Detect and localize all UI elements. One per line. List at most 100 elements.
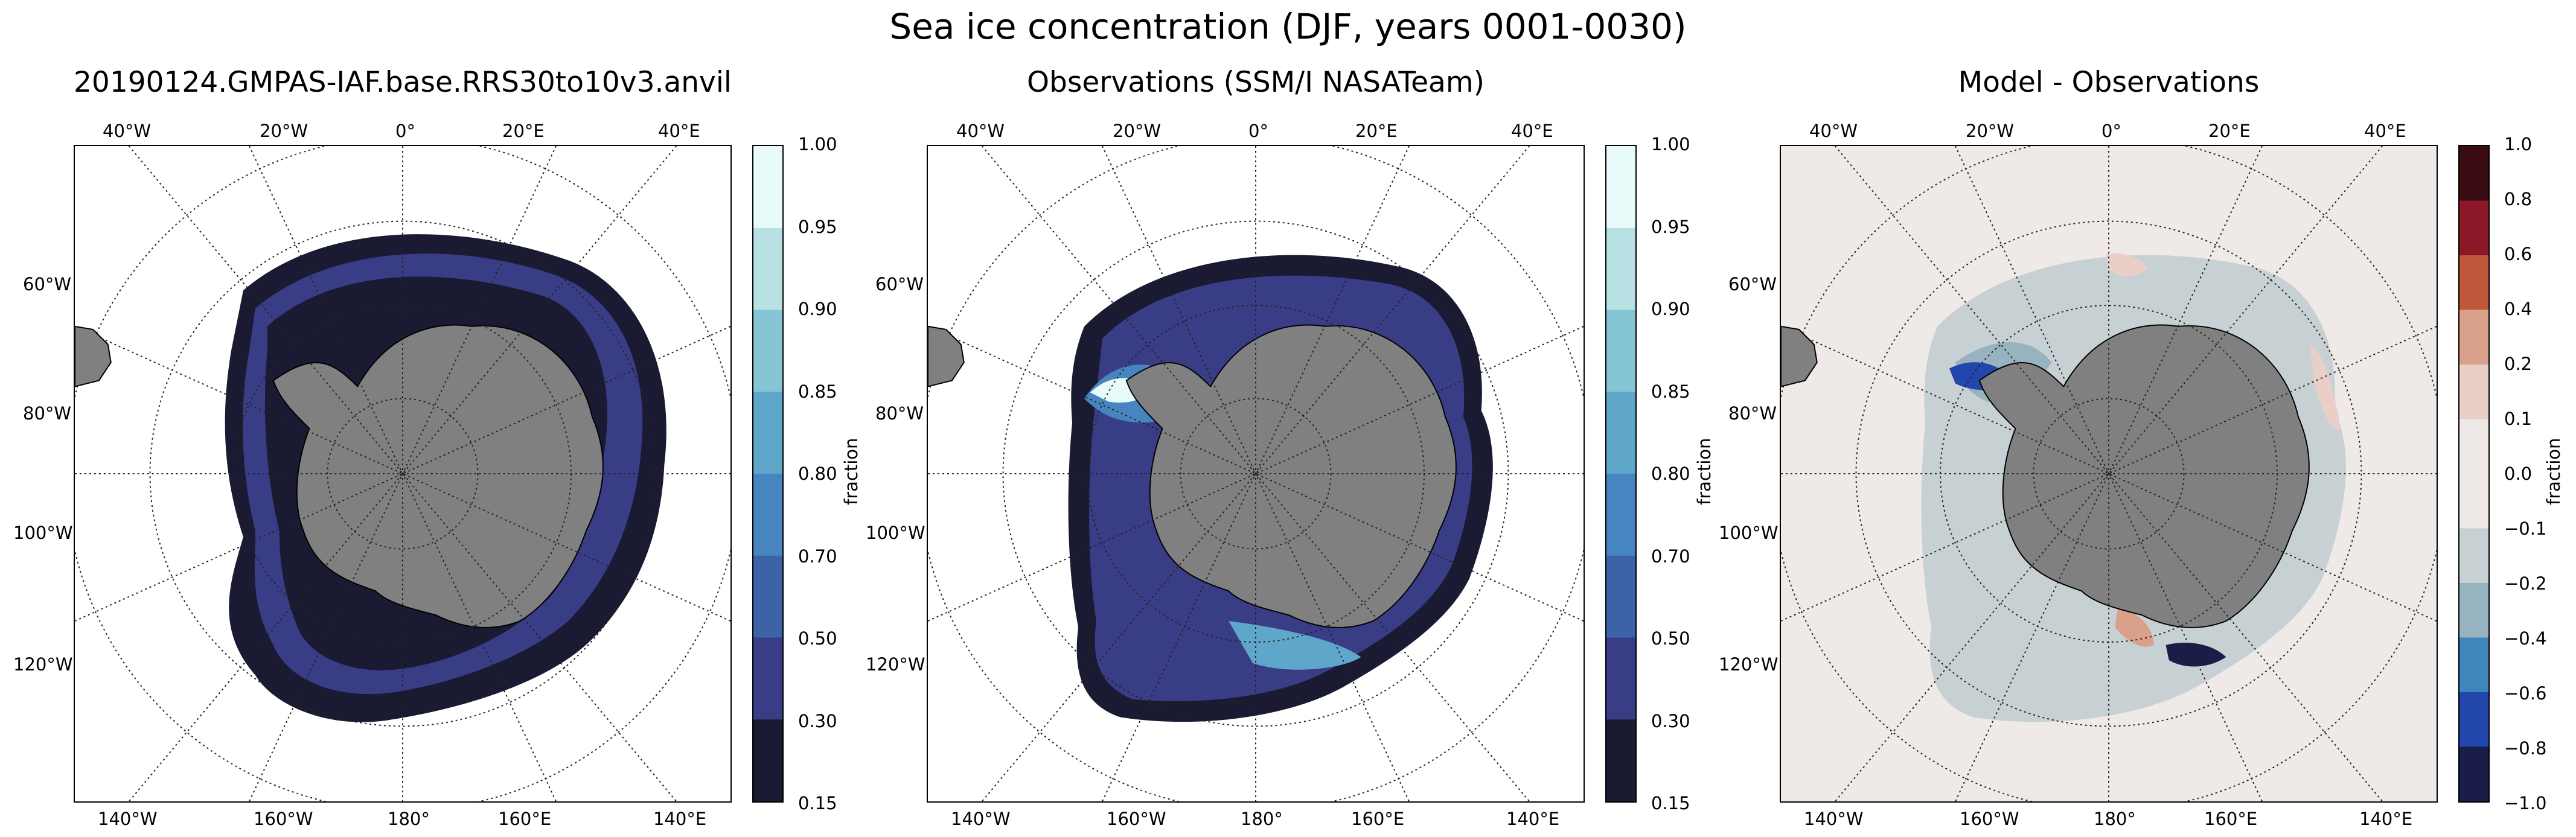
lon-label-top: 20°W bbox=[260, 121, 308, 141]
lat-label-left: 80°W bbox=[1728, 403, 1777, 424]
lon-label-bottom: 160°E bbox=[2204, 809, 2258, 829]
continent-land bbox=[1978, 324, 2310, 628]
diff-band-neg08-ross bbox=[2165, 643, 2226, 667]
colorbar-band bbox=[1606, 392, 1635, 474]
south-america-tip bbox=[928, 325, 965, 387]
colorbar-tick: 0.90 bbox=[1651, 299, 1690, 319]
colorbar-tick: 0.80 bbox=[798, 463, 837, 484]
panel-obs-colorbar bbox=[1605, 145, 1637, 803]
lon-label-bottom: 140°W bbox=[1804, 809, 1864, 829]
colorbar-band bbox=[1606, 637, 1635, 720]
colorbar-tick: −0.1 bbox=[2504, 518, 2547, 539]
colorbar-bands bbox=[1606, 146, 1635, 801]
lon-label-top: 20°W bbox=[1966, 121, 2015, 141]
lon-label-top: 20°W bbox=[1113, 121, 1162, 141]
lon-label-top: 0° bbox=[2101, 121, 2121, 141]
colorbar-tick: 0.85 bbox=[1651, 381, 1690, 402]
south-america-tip bbox=[1781, 325, 1818, 387]
colorbar-tick: −0.2 bbox=[2504, 573, 2547, 594]
colorbar-tick: 0.70 bbox=[1651, 546, 1690, 567]
colorbar-band bbox=[753, 637, 782, 720]
colorbar-tick: 0.30 bbox=[798, 711, 837, 731]
lon-label-bottom: 180° bbox=[388, 809, 430, 829]
colorbar-tick: 0.85 bbox=[798, 381, 837, 402]
colorbar-tick: 1.00 bbox=[798, 134, 837, 154]
lon-label-bottom: 180° bbox=[2094, 809, 2136, 829]
panel-model-colorbar-units: fraction bbox=[841, 438, 861, 505]
lat-label-left: 100°W bbox=[1719, 523, 1779, 543]
colorbar-tick: 0.4 bbox=[2504, 299, 2533, 319]
colorbar-band bbox=[1606, 228, 1635, 310]
panel-obs-colorbar-units: fraction bbox=[1694, 438, 1715, 505]
colorbar-tick: −0.8 bbox=[2504, 738, 2547, 759]
colorbar-band bbox=[2459, 146, 2488, 201]
lon-label-top: 40°W bbox=[103, 121, 152, 141]
colorbar-tick: 1.0 bbox=[2504, 134, 2533, 154]
colorbar-band bbox=[753, 146, 782, 229]
lat-label-left: 80°W bbox=[23, 403, 72, 424]
lon-label-bottom: 160°E bbox=[1351, 809, 1405, 829]
lon-label-top: 20°E bbox=[1355, 121, 1398, 141]
panel-diff-colorbar bbox=[2458, 145, 2490, 803]
panel-model-title: 20190124.GMPAS-IAF.base.RRS30to10v3.anvi… bbox=[74, 66, 732, 99]
colorbar-tick: 0.80 bbox=[1651, 463, 1690, 484]
colorbar-tick: 0.6 bbox=[2504, 244, 2533, 264]
colorbar-band bbox=[753, 555, 782, 638]
colorbar-tick: −0.6 bbox=[2504, 683, 2547, 704]
lat-label-left: 120°W bbox=[13, 654, 73, 675]
colorbar-tick: 0.90 bbox=[798, 299, 837, 319]
colorbar-tick: 0.2 bbox=[2504, 354, 2533, 374]
lat-label-left: 100°W bbox=[13, 523, 73, 543]
colorbar-bands bbox=[753, 146, 782, 801]
colorbar-tick: 0.1 bbox=[2504, 409, 2533, 429]
lon-label-top: 40°W bbox=[956, 121, 1005, 141]
colorbar-tick: 0.95 bbox=[1651, 217, 1690, 237]
colorbar-tick: 0.70 bbox=[798, 546, 837, 567]
model-map-graphic bbox=[75, 146, 730, 801]
colorbar-tick: 0.50 bbox=[798, 628, 837, 649]
diff-band-pos02-east bbox=[2310, 344, 2341, 430]
colorbar-band bbox=[753, 474, 782, 556]
colorbar-band bbox=[1606, 474, 1635, 556]
colorbar-band bbox=[2459, 200, 2488, 256]
lat-label-left: 60°W bbox=[23, 274, 72, 294]
continent-land bbox=[272, 324, 604, 628]
colorbar-band bbox=[2459, 310, 2488, 365]
colorbar-tick: 0.30 bbox=[1651, 711, 1690, 731]
lon-label-top: 0° bbox=[1248, 121, 1268, 141]
obs-map-graphic bbox=[928, 146, 1584, 801]
lon-label-top: 40°E bbox=[1511, 121, 1553, 141]
figure-title: Sea ice concentration (DJF, years 0001-0… bbox=[889, 6, 1687, 47]
lon-label-top: 0° bbox=[395, 121, 415, 141]
ice-band-080-ross bbox=[1229, 621, 1361, 670]
lat-label-left: 60°W bbox=[875, 274, 924, 294]
colorbar-band bbox=[1606, 719, 1635, 801]
colorbar-band bbox=[753, 228, 782, 310]
lon-label-bottom: 140°W bbox=[98, 809, 158, 829]
colorbar-band bbox=[1606, 146, 1635, 229]
panel-diff-map bbox=[1780, 145, 2438, 803]
colorbar-tick: 0.95 bbox=[798, 217, 837, 237]
lon-label-bottom: 160°W bbox=[1107, 809, 1166, 829]
lon-label-top: 20°E bbox=[502, 121, 545, 141]
colorbar-band bbox=[2459, 528, 2488, 584]
lon-label-bottom: 140°E bbox=[653, 809, 707, 829]
colorbar-band bbox=[1606, 555, 1635, 638]
panel-obs-map bbox=[927, 145, 1585, 803]
lat-label-left: 120°W bbox=[1719, 654, 1779, 675]
lon-label-bottom: 160°E bbox=[498, 809, 552, 829]
lon-label-top: 40°E bbox=[658, 121, 700, 141]
lon-label-bottom: 140°E bbox=[1506, 809, 1560, 829]
colorbar-tick: 0.8 bbox=[2504, 189, 2533, 209]
lon-label-top: 20°E bbox=[2208, 121, 2251, 141]
colorbar-band bbox=[2459, 692, 2488, 747]
south-america-tip bbox=[75, 325, 112, 387]
lon-label-bottom: 140°E bbox=[2359, 809, 2413, 829]
continent-land bbox=[1125, 324, 1457, 628]
panel-model-map bbox=[74, 145, 732, 803]
lon-label-top: 40°E bbox=[2364, 121, 2406, 141]
lon-label-bottom: 160°W bbox=[254, 809, 313, 829]
lat-label-left: 100°W bbox=[866, 523, 925, 543]
colorbar-band bbox=[753, 310, 782, 392]
diff-map-graphic bbox=[1781, 146, 2437, 801]
